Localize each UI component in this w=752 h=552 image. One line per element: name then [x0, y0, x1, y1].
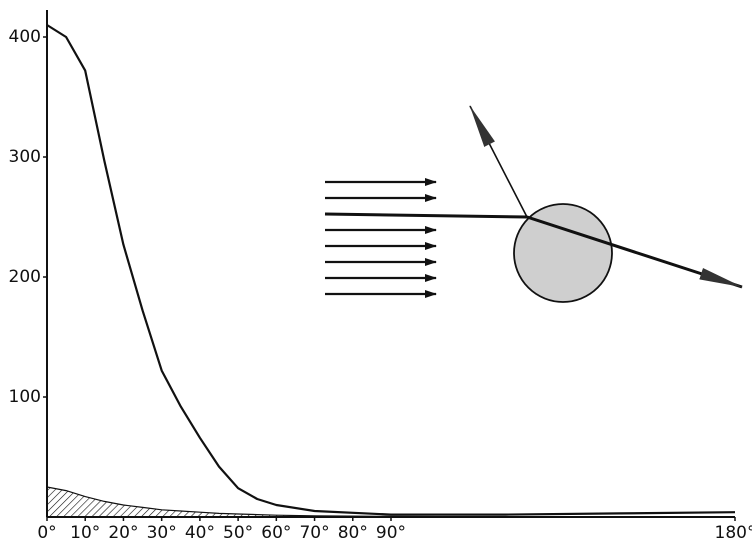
x-tick-label: 60°: [261, 523, 291, 543]
scattered-ray: [469, 105, 528, 218]
y-tick-label: 400: [9, 27, 41, 47]
y-tick-label: 200: [9, 267, 41, 287]
x-tick-label: 70°: [299, 523, 329, 543]
hatched-area: [46, 486, 735, 518]
y-tick-label: 100: [9, 387, 41, 407]
x-tick-label: 0°: [37, 523, 56, 543]
y-tick-label: 300: [9, 147, 41, 167]
x-tick-label: 50°: [223, 523, 253, 543]
scattering-diagram: [324, 105, 743, 303]
x-tick-label: 40°: [185, 523, 215, 543]
x-tick-label: 80°: [338, 523, 368, 543]
particle: [513, 203, 613, 303]
x-tick-label: 20°: [108, 523, 138, 543]
x-tick-label: 180°: [715, 523, 752, 543]
x-tick-label: 10°: [70, 523, 100, 543]
x-tick-label: 30°: [147, 523, 177, 543]
curve: [46, 24, 736, 516]
x-tick-label: 90°: [376, 523, 406, 543]
